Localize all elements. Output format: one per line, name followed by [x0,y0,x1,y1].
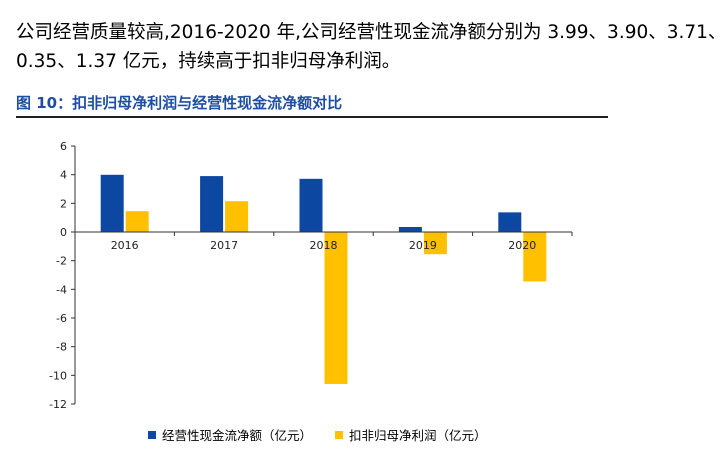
y-tick-label: -10 [49,369,67,382]
y-tick-label: 6 [60,140,67,153]
legend-swatch-series-1 [148,430,156,439]
y-tick-label: 0 [60,226,67,239]
x-tick-label: 2020 [508,239,536,252]
bar-cash-flow-2017 [200,176,224,232]
y-tick-label: 4 [60,169,67,182]
legend-item-series-1: 经营性现金流净额（亿元） [148,425,312,444]
bar-net-profit-2019 [423,232,447,255]
title-divider [16,116,608,118]
x-tick-label: 2017 [210,239,238,252]
legend-label-series-1: 经营性现金流净额（亿元） [162,428,313,443]
bar-net-profit-2016 [125,211,149,232]
x-tick-label: 2019 [409,239,437,252]
y-tick-label: -12 [49,398,67,411]
paragraph-line-2: 0.35、1.37 亿元，持续高于扣非归母净利润。 [16,51,401,72]
x-tick-label: 2016 [111,239,139,252]
y-tick-label: -4 [56,283,67,296]
legend-label-series-2: 扣非归母净利润（亿元） [349,428,487,443]
y-tick-label: -2 [56,255,67,268]
bars-group [100,174,547,384]
y-tick-label: -8 [56,341,67,354]
y-tick-label: -6 [56,312,67,325]
axes-group: 2016 2017 2018 2019 2020 6 4 2 0 -2 -4 -6 -8 -10 -12 [49,140,573,411]
bar-net-profit-2018 [324,232,348,384]
bar-cash-flow-2020 [498,212,522,232]
bar-cash-flow-2019 [398,226,422,232]
intro-paragraph: 公司经营质量较高,2016-2020 年,公司经营性现金流净额分别为 3.99、… [16,18,720,76]
y-tick-label: 2 [60,197,67,210]
x-tick-label: 2018 [310,239,338,252]
legend-swatch-series-2 [335,430,343,439]
bar-cash-flow-2018 [299,178,323,232]
bar-cash-flow-2016 [100,174,124,232]
figure-title: 图 10：扣非归母净利润与经营性现金流净额对比 [16,94,343,112]
legend-item-series-2: 扣非归母净利润（亿元） [335,425,487,444]
bar-net-profit-2020 [523,232,547,282]
paragraph-line-1: 公司经营质量较高,2016-2020 年,公司经营性现金流净额分别为 3.99、… [16,22,720,43]
bar-net-profit-2017 [225,201,249,232]
